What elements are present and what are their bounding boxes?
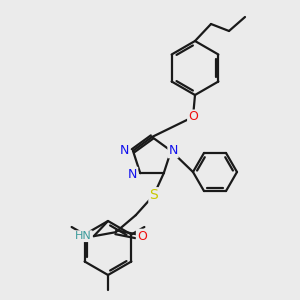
Text: N: N [120,144,129,157]
Text: HN: HN [75,231,92,241]
Text: N: N [128,168,137,181]
Text: S: S [149,188,158,202]
Text: O: O [137,230,147,243]
Text: N: N [168,144,178,157]
Text: O: O [188,110,198,124]
